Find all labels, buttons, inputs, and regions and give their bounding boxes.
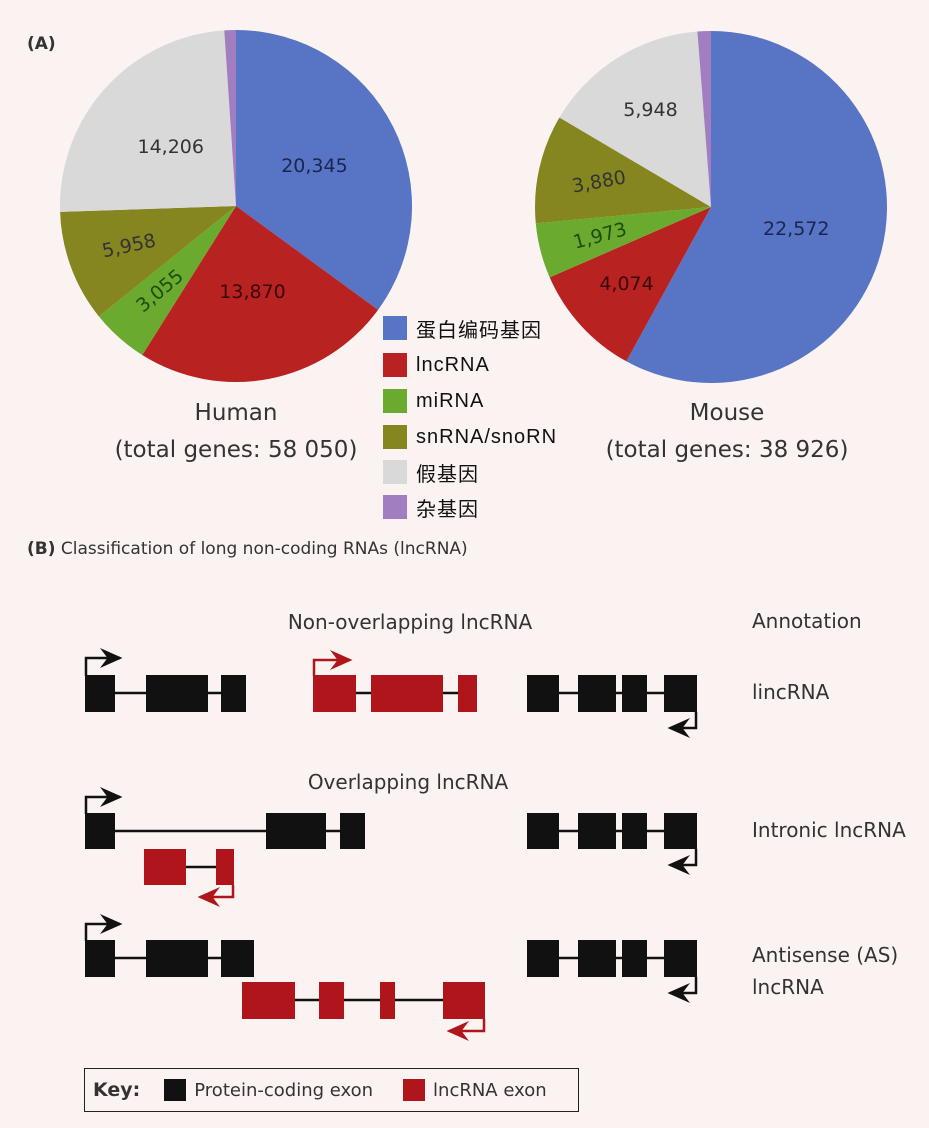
legend-label: 杂基因 — [416, 498, 479, 521]
pie-data-label: 4,074 — [599, 273, 654, 296]
pie-data-label: 13,870 — [219, 281, 286, 304]
pie-slice — [626, 31, 887, 383]
legend-item: miRNA — [383, 388, 484, 414]
pie-data-label: 22,572 — [762, 217, 830, 240]
pie-slice — [697, 31, 711, 207]
lncrna-swatch — [403, 1079, 426, 1101]
panel-b-title: Classification of long non-coding RNAs (… — [60, 539, 468, 559]
panel-a-label: (A) — [27, 34, 56, 54]
legend-item: 蛋白编码基因 — [383, 315, 542, 342]
pie-slice — [236, 30, 412, 310]
legend-swatch — [383, 389, 407, 413]
pie-slice — [224, 30, 236, 206]
pie-slice — [549, 207, 711, 362]
legend-label: miRNA — [416, 389, 485, 412]
legend-item: 杂基因 — [383, 494, 479, 521]
mouse-pie-title: Mouse — [689, 400, 765, 426]
key-label: Key: — [93, 1079, 141, 1101]
annotation-lincrna: lincRNA — [752, 680, 830, 704]
pie-slice — [535, 117, 711, 224]
pie-slice — [98, 206, 236, 355]
protein-coding-swatch — [164, 1079, 187, 1101]
annotation-header: Annotation — [752, 609, 862, 633]
pie-data-label: 20,345 — [281, 155, 348, 178]
key-protein-coding: Protein-coding exon — [194, 1079, 374, 1101]
pie-data-label: 5,948 — [623, 98, 678, 121]
annotation-antisense: Antisense (AS) — [752, 943, 899, 967]
protein-coding-exon — [85, 675, 115, 712]
annotation-antisense-line2: lncRNA — [752, 975, 824, 999]
pie-data-label: 14,206 — [137, 135, 204, 158]
pie-slice — [60, 206, 236, 317]
legend-swatch — [383, 495, 407, 519]
pie-charts — [59, 30, 887, 383]
key-box: Key: Protein-coding exon lncRNA exon — [84, 1068, 579, 1112]
lncrna-exon — [313, 675, 356, 712]
pie-slice — [559, 31, 711, 207]
legend-label: snRNA/snoRN — [416, 425, 558, 448]
human-pie-title: Human — [194, 400, 278, 426]
legend-label: 蛋白编码基因 — [416, 319, 542, 342]
non-overlapping-title: Non-overlapping lncRNA — [287, 610, 533, 634]
legend-label: 假基因 — [416, 463, 479, 486]
pie-slice — [142, 206, 379, 382]
panel-b-label: (B) — [27, 539, 56, 559]
legend-swatch — [383, 425, 407, 449]
legend-item: 假基因 — [383, 459, 479, 486]
protein-coding-exon — [221, 675, 246, 712]
legend-item: lncRNA — [383, 352, 490, 378]
key-lncrna: lncRNA exon — [433, 1079, 547, 1101]
mouse-pie-subtitle: (total genes: 38 926) — [605, 437, 849, 463]
legend-swatch — [383, 460, 407, 484]
legend-label: lncRNA — [416, 353, 490, 376]
protein-coding-exon — [146, 675, 208, 712]
overlapping-title: Overlapping lncRNA — [307, 770, 509, 794]
legend-swatch — [383, 316, 407, 340]
pie-slice — [535, 207, 711, 278]
legend-item: snRNA/snoRN — [383, 424, 557, 450]
pie-slice — [59, 30, 236, 212]
panel-b-heading: (B) Classification of long non-coding RN… — [27, 539, 468, 559]
human-pie-subtitle: (total genes: 58 050) — [114, 437, 358, 463]
legend-swatch — [383, 353, 407, 377]
annotation-intronic: Intronic lncRNA — [752, 818, 906, 842]
